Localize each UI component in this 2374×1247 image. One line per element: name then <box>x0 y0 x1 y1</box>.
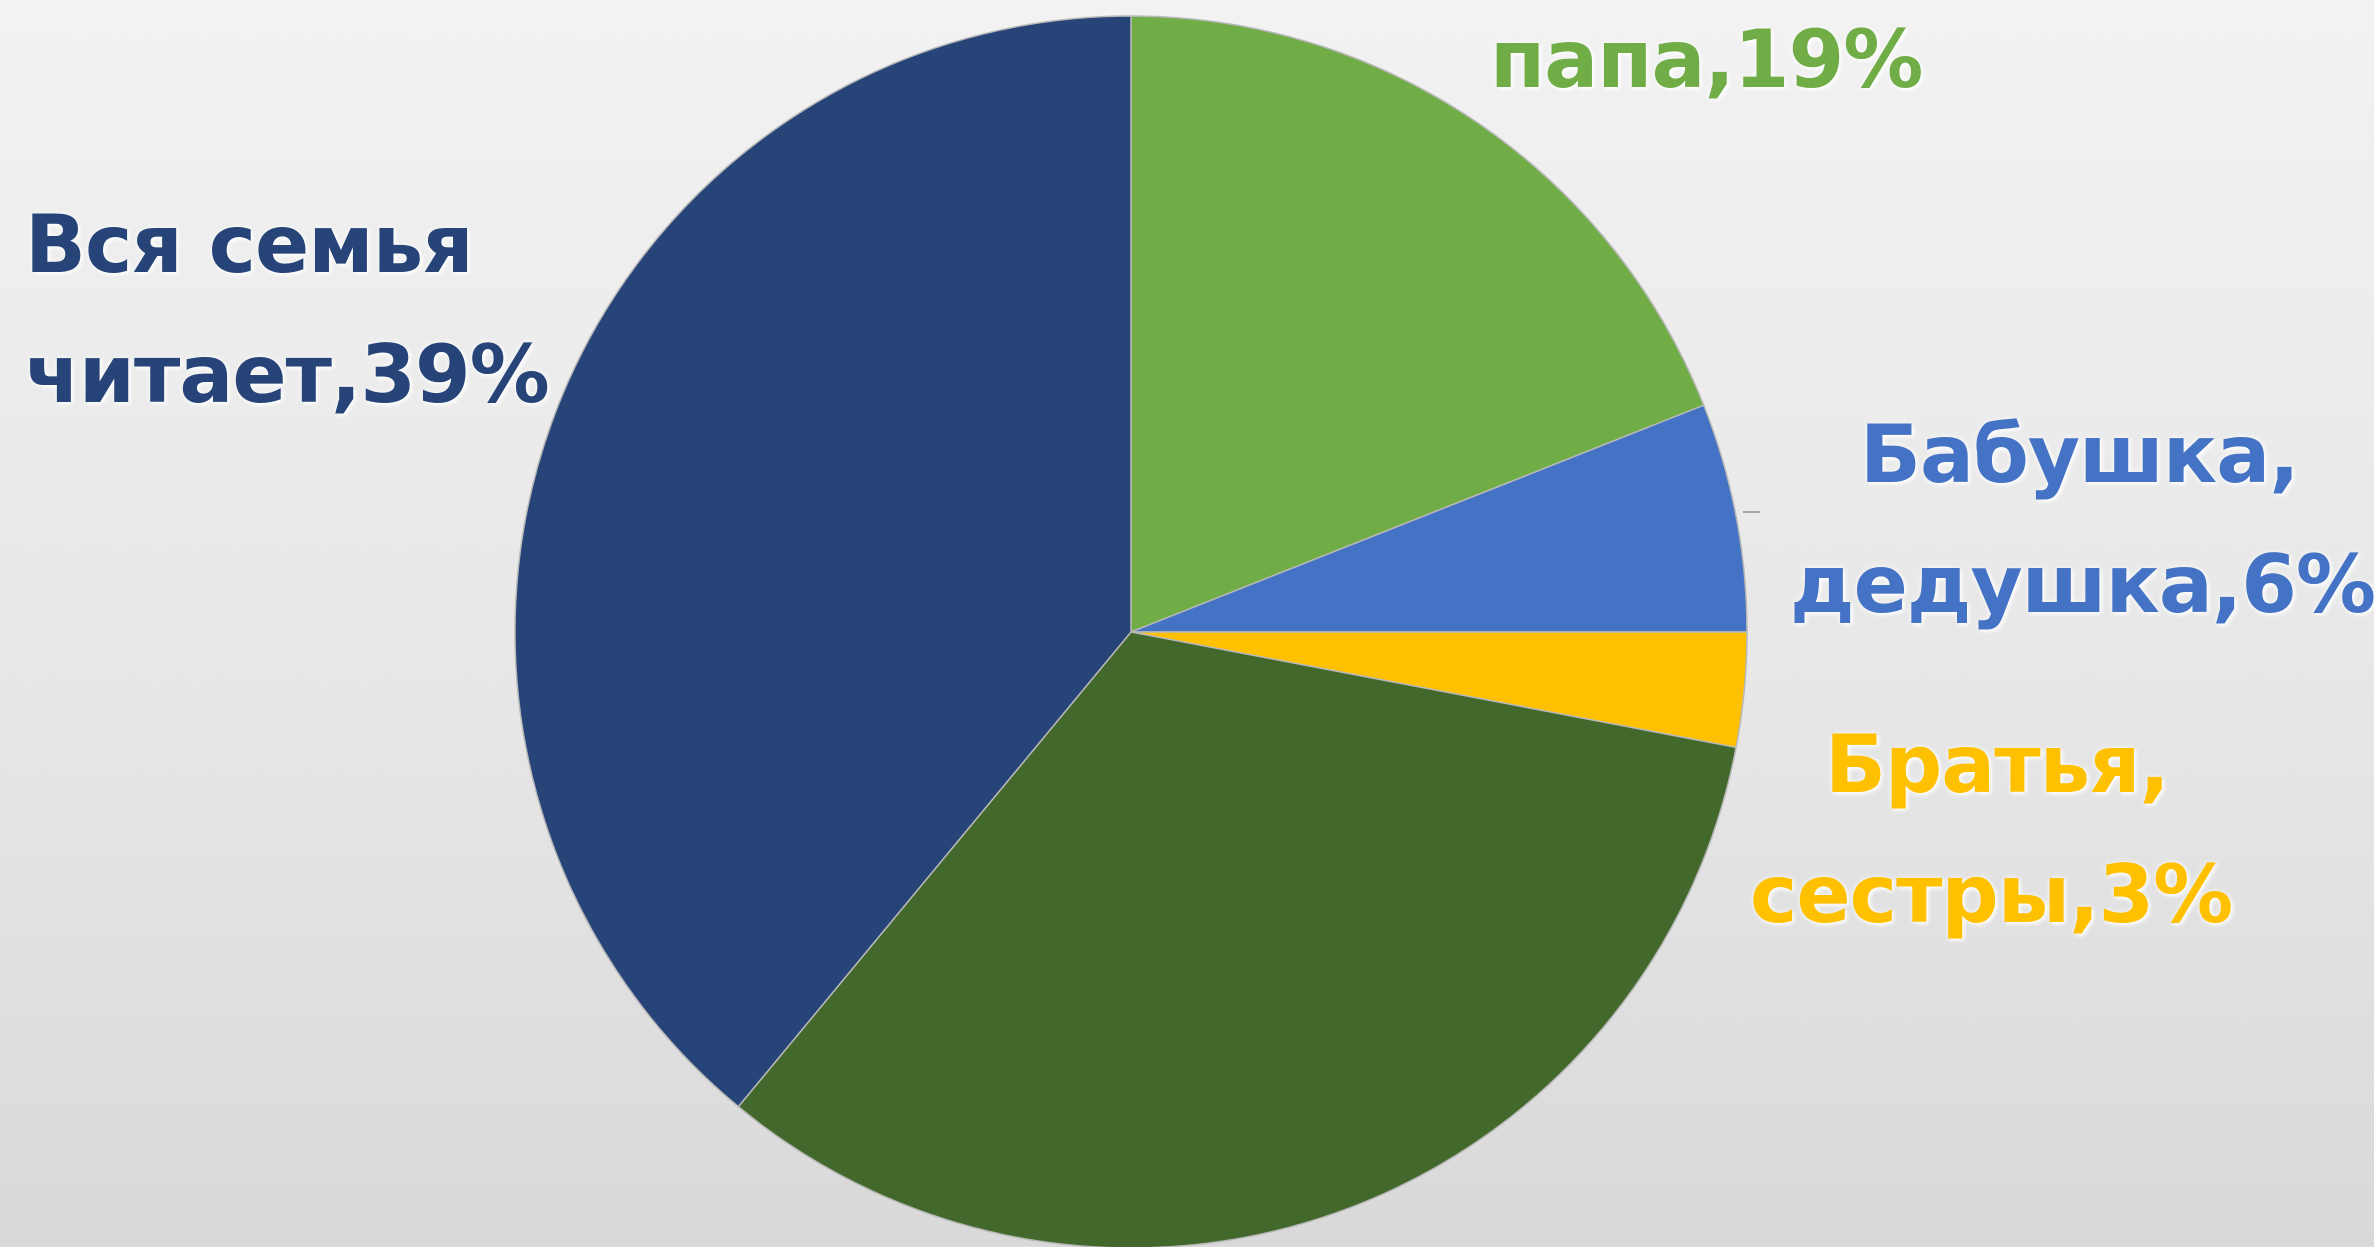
label-grandparents-line1: Бабушка, <box>1860 408 2300 501</box>
label-family-line1: Вся семья <box>25 198 474 291</box>
label-siblings-line1: Братья, <box>1825 718 2170 811</box>
label-family-line2: читает,39% <box>25 328 550 421</box>
label-grandparents: Бабушка, дедушка,6% <box>1790 390 2374 650</box>
pie-slice-grand <box>1130 404 1748 633</box>
label-papa-line1: папа,19% <box>1490 13 1923 106</box>
pie-slices <box>514 15 1748 1247</box>
label-siblings: Братья, сестры,3% <box>1750 700 2233 960</box>
label-grandparents-line2: дедушка,6% <box>1790 538 2374 631</box>
pie-slice-unlabeled <box>737 631 1737 1247</box>
label-family: Вся семья читает,39% <box>25 180 550 440</box>
label-siblings-line2: сестры,3% <box>1750 848 2233 941</box>
pie-slice-papa <box>1130 15 1705 634</box>
label-papa: папа,19% <box>1490 0 1923 120</box>
pie-slice-family <box>514 15 1132 1108</box>
